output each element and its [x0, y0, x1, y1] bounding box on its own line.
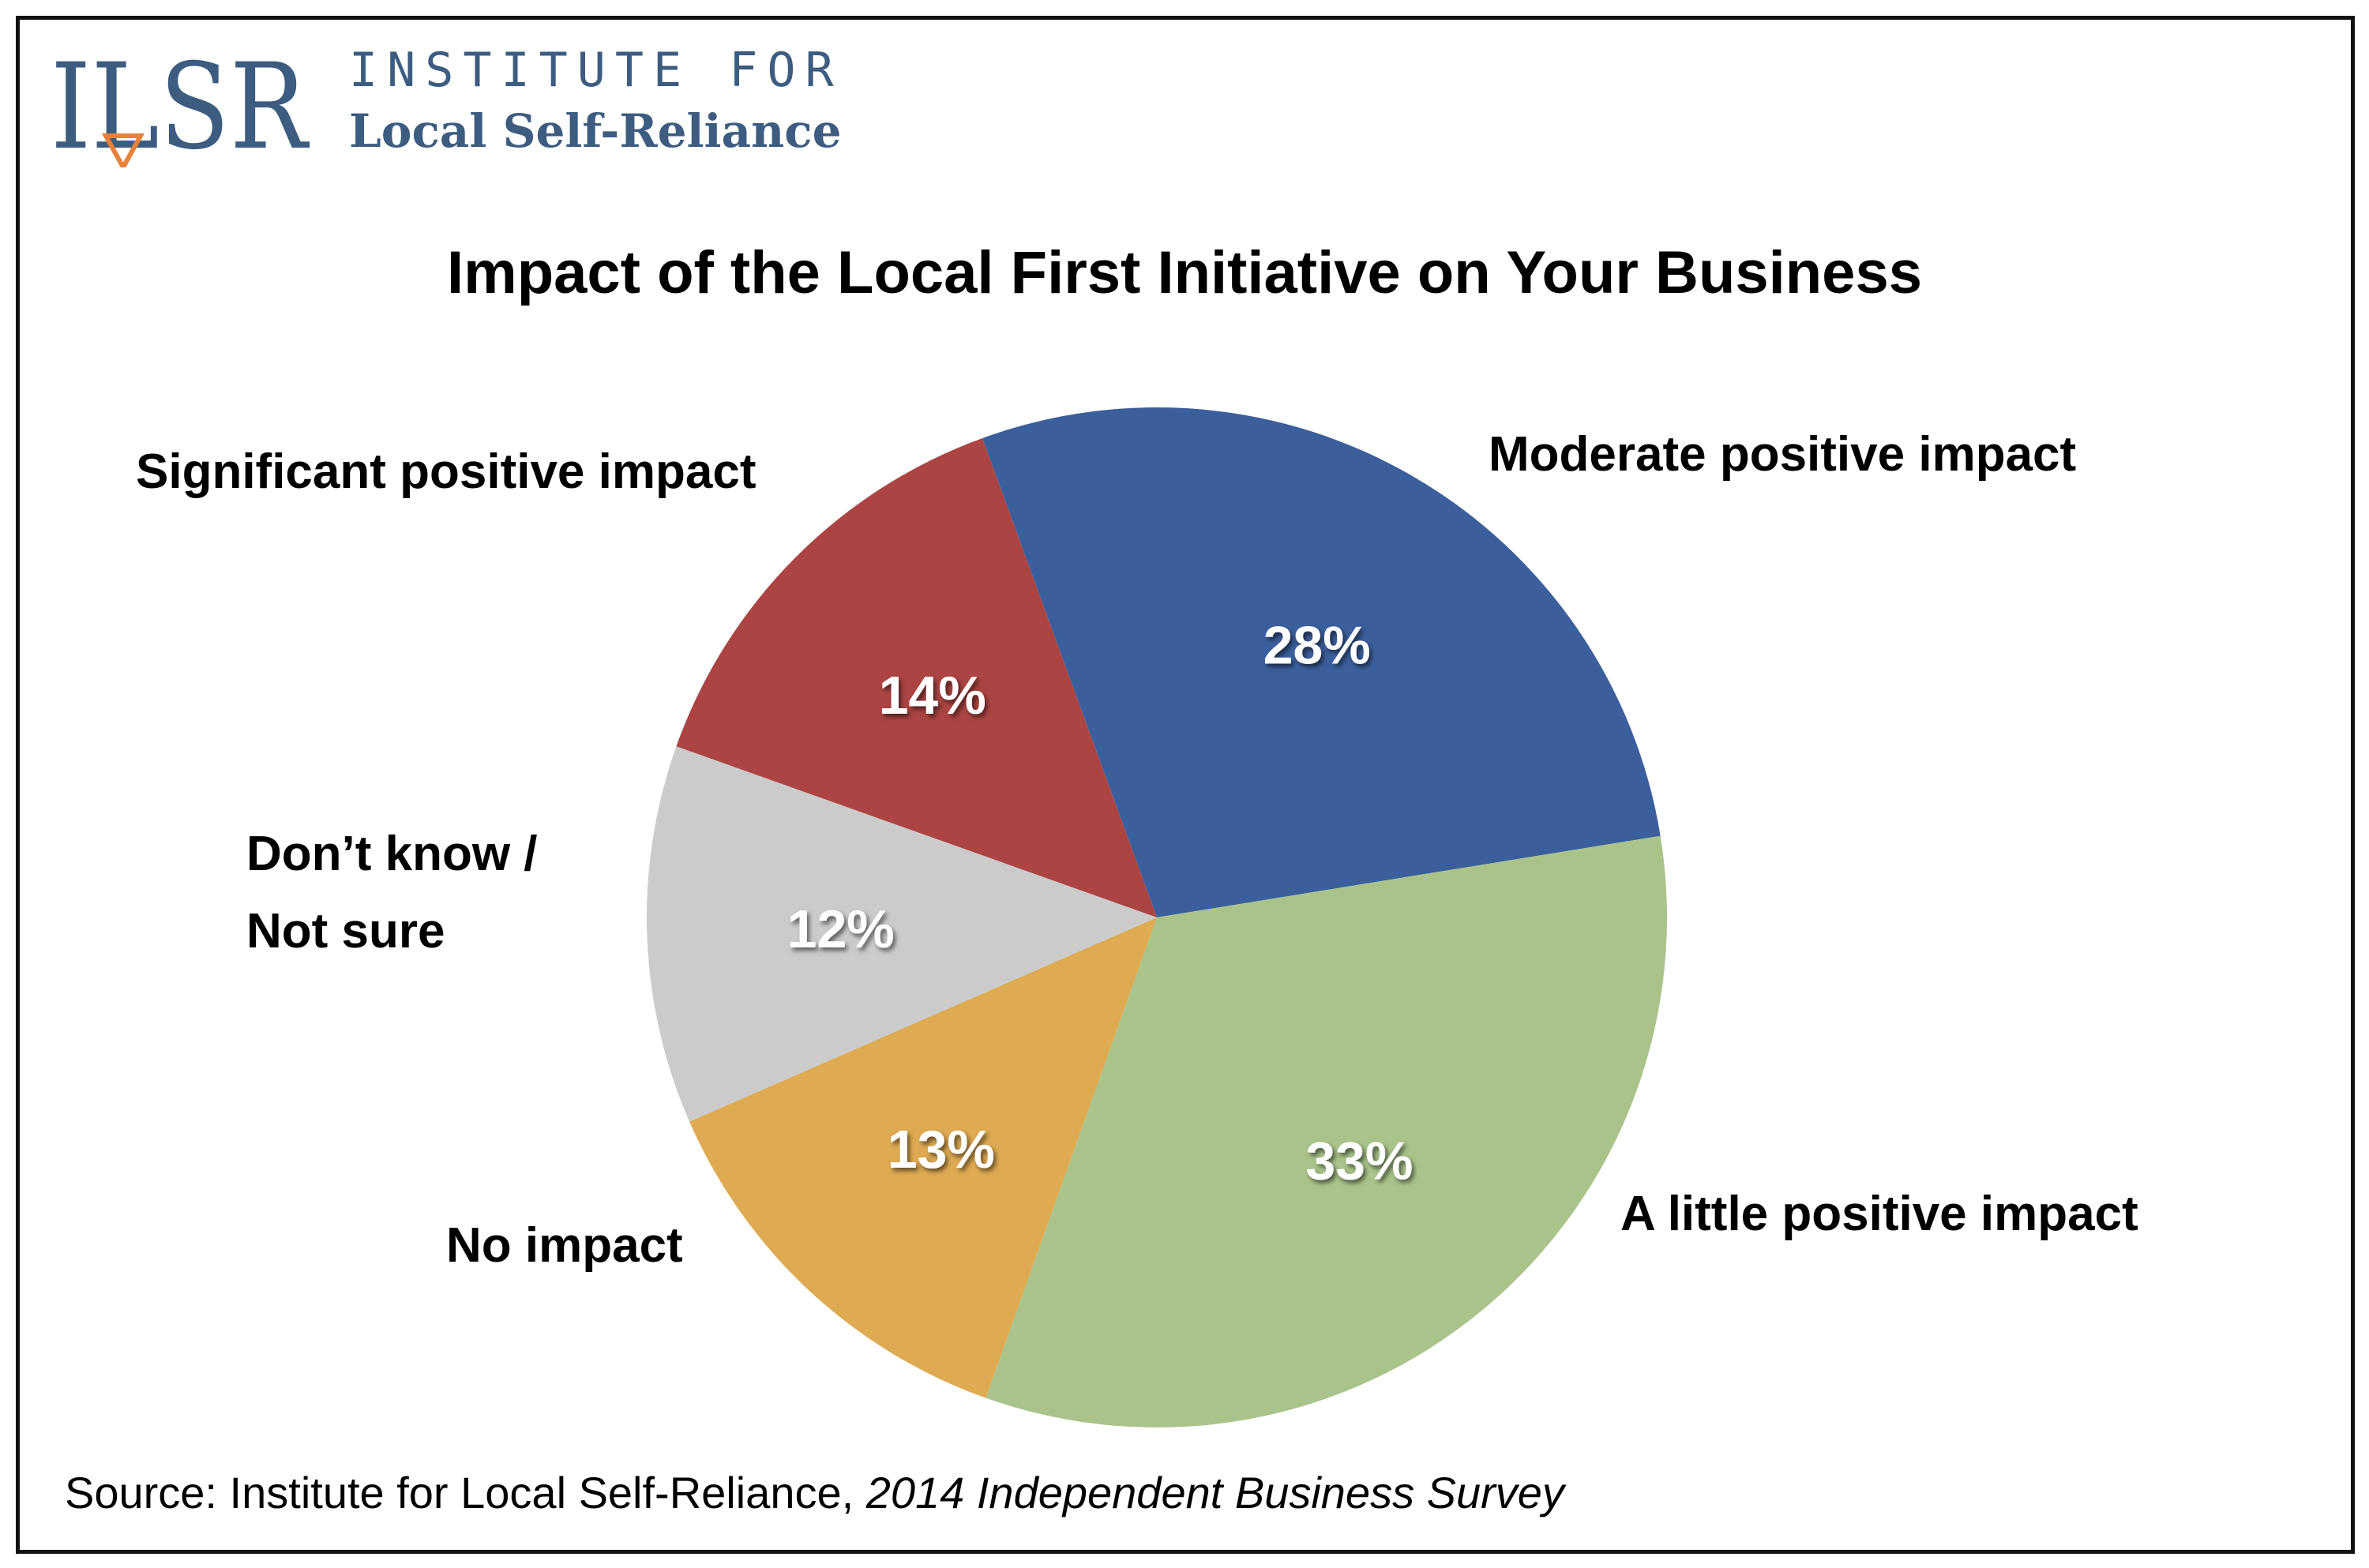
slice-category-label: Don’t know / — [246, 827, 538, 881]
slice-category-label: Significant positive impact — [136, 445, 756, 499]
logo-line-institute: INSTITUTE FOR — [349, 43, 843, 98]
downward-triangle-icon — [101, 133, 145, 167]
source-note: Source: Institute for Local Self-Relianc… — [65, 1467, 1564, 1518]
source-survey-title: 2014 Independent Business Survey — [865, 1468, 1564, 1517]
pie-percent-labels: 28% 33% 13% 12% 14% — [787, 616, 1414, 1191]
pie-slice — [676, 437, 1157, 917]
pie-category-labels: Moderate positive impact A little positiv… — [136, 427, 2138, 1273]
slice-percent-label: 12% — [787, 899, 895, 959]
pie-slice — [982, 407, 1661, 917]
pie-slice — [986, 835, 1667, 1427]
slice-percent-label: 14% — [879, 666, 986, 726]
slice-category-label: No impact — [446, 1218, 683, 1273]
pie-slices — [647, 407, 1667, 1427]
slice-percent-label: 28% — [1263, 616, 1371, 676]
source-prefix: Source: Institute for Local Self-Relianc… — [65, 1468, 866, 1517]
slice-category-label: Not sure — [246, 904, 445, 958]
logo-mark: ILSR — [51, 41, 310, 167]
ilsr-logo: ILSR INSTITUTE FOR Local Self-Reliance — [51, 41, 872, 167]
logo-mark-text: ILSR — [51, 41, 310, 167]
chart-title: Impact of the Local First Initiative on … — [447, 239, 1922, 306]
pie-slice — [689, 917, 1157, 1398]
slice-percent-label: 13% — [888, 1120, 995, 1180]
slice-category-label: A little positive impact — [1620, 1187, 2138, 1241]
logo-line-local-self-reliance: Local Self-Reliance — [349, 104, 842, 158]
pie-slice — [647, 746, 1157, 1122]
slice-category-label: Moderate positive impact — [1489, 427, 2076, 482]
slice-percent-label: 33% — [1305, 1131, 1413, 1191]
